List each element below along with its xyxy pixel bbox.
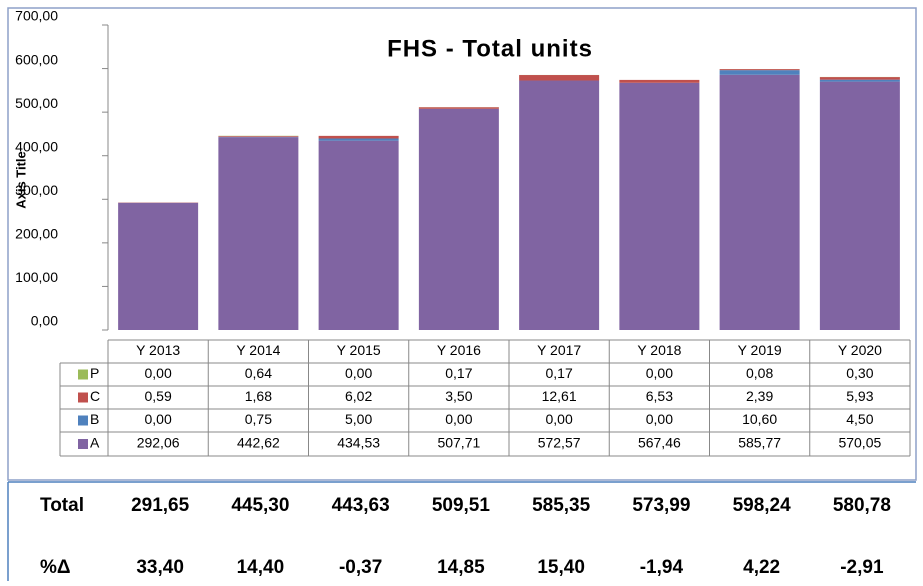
legend-label: B — [90, 411, 99, 427]
bar-segment — [419, 109, 499, 330]
data-label: 0,00 — [145, 365, 172, 381]
data-label: 3,50 — [445, 388, 472, 404]
x-tick-label: Y 2018 — [637, 342, 681, 358]
data-label: 0,00 — [445, 411, 472, 427]
y-tick-label: 700,00 — [15, 8, 58, 24]
data-label: 0,00 — [345, 365, 372, 381]
legend-label: P — [90, 365, 99, 381]
bar-segment — [820, 82, 900, 330]
data-label: 6,53 — [646, 388, 673, 404]
data-label: 434,53 — [337, 435, 380, 451]
data-label: 12,61 — [542, 388, 577, 404]
x-tick-label: Y 2015 — [337, 342, 381, 358]
data-label: 2,39 — [746, 388, 773, 404]
summary-value: 4,22 — [743, 557, 780, 578]
axis-title: Axis Title — [13, 151, 28, 209]
summary-value: 509,51 — [432, 495, 491, 516]
data-label: 5,00 — [345, 411, 372, 427]
bar-segment — [118, 203, 198, 330]
data-label: 567,46 — [638, 435, 681, 451]
data-label: 585,77 — [738, 435, 781, 451]
bar-segment — [218, 136, 298, 137]
data-label: 1,68 — [245, 388, 272, 404]
summary-value: 573,99 — [632, 495, 690, 516]
summary-value: 33,40 — [136, 557, 184, 578]
summary-value: -2,91 — [840, 557, 884, 578]
bar-segment — [820, 77, 900, 80]
bar-segment — [519, 75, 599, 80]
bar-segment — [419, 107, 499, 109]
x-tick-label: Y 2020 — [838, 342, 882, 358]
y-tick-label: 0,00 — [31, 313, 58, 329]
data-label: 4,50 — [846, 411, 873, 427]
data-label: 0,59 — [145, 388, 172, 404]
summary-value: 14,85 — [437, 557, 485, 578]
y-tick-label: 500,00 — [15, 95, 58, 111]
y-tick-label: 300,00 — [15, 182, 58, 198]
bar-segment — [720, 75, 800, 330]
summary-value: 585,35 — [532, 495, 591, 516]
y-tick-label: 100,00 — [15, 269, 58, 285]
data-label: 0,17 — [546, 365, 573, 381]
bar-segment — [319, 138, 399, 140]
legend-swatch — [78, 416, 88, 426]
data-label: 0,08 — [746, 365, 773, 381]
data-label: 0,00 — [546, 411, 573, 427]
data-label: 5,93 — [846, 388, 873, 404]
data-label: 0,75 — [245, 411, 272, 427]
data-label: 6,02 — [345, 388, 372, 404]
summary-value: -1,94 — [640, 557, 684, 578]
x-tick-label: Y 2016 — [437, 342, 481, 358]
data-label: 0,30 — [846, 365, 873, 381]
bar-segment — [319, 136, 399, 139]
data-label: 0,64 — [245, 365, 272, 381]
summary-label: %Δ — [40, 557, 71, 578]
data-label: 0,17 — [445, 365, 472, 381]
legend-swatch — [78, 439, 88, 449]
data-label: 0,00 — [646, 411, 673, 427]
x-tick-label: Y 2013 — [136, 342, 180, 358]
summary-value: 14,40 — [237, 557, 285, 578]
data-label: 570,05 — [838, 435, 881, 451]
y-tick-label: 200,00 — [15, 226, 58, 242]
bar-segment — [720, 70, 800, 75]
y-tick-label: 400,00 — [15, 138, 58, 154]
summary-value: 15,40 — [537, 557, 585, 578]
x-tick-label: Y 2017 — [537, 342, 581, 358]
legend-label: A — [90, 435, 100, 451]
legend-swatch — [78, 370, 88, 380]
x-tick-label: Y 2014 — [236, 342, 280, 358]
bar-segment — [619, 80, 699, 83]
data-label: 0,00 — [145, 411, 172, 427]
summary-value: 443,63 — [332, 495, 390, 516]
summary-value: 598,24 — [733, 495, 792, 516]
bar-segment — [519, 81, 599, 330]
bar-segment — [319, 141, 399, 330]
x-tick-label: Y 2019 — [738, 342, 782, 358]
data-label: 442,62 — [237, 435, 280, 451]
data-label: 572,57 — [538, 435, 581, 451]
y-tick-label: 600,00 — [15, 51, 58, 67]
data-label: 507,71 — [437, 435, 480, 451]
bar-segment — [720, 69, 800, 70]
summary-label: Total — [40, 495, 84, 516]
chart-title: FHS - Total units — [387, 35, 593, 62]
data-label: 292,06 — [137, 435, 180, 451]
summary-value: 445,30 — [231, 495, 289, 516]
summary-value: 580,78 — [833, 495, 891, 516]
data-label: 10,60 — [742, 411, 777, 427]
summary-value: -0,37 — [339, 557, 382, 578]
bar-segment — [218, 137, 298, 330]
legend-swatch — [78, 393, 88, 403]
bar-segment — [619, 83, 699, 330]
legend-label: C — [90, 388, 100, 404]
data-label: 0,00 — [646, 365, 673, 381]
summary-value: 291,65 — [131, 495, 190, 516]
bar-segment — [820, 80, 900, 82]
